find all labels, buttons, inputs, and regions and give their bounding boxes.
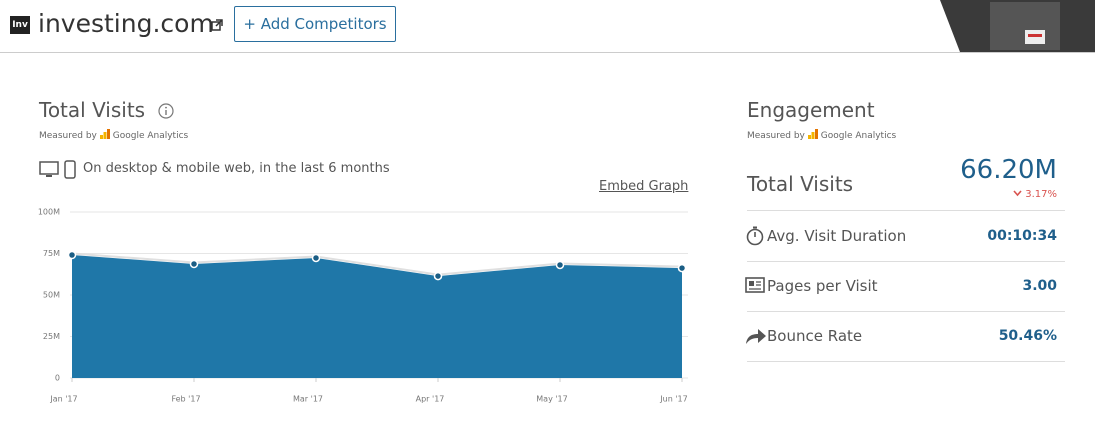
metric-label: Bounce Rate	[767, 327, 863, 345]
measured-by: Measured by Google Analytics	[747, 129, 896, 141]
metric-label: Avg. Visit Duration	[767, 227, 907, 245]
change-value: 3.17%	[1025, 189, 1057, 200]
data-point	[311, 253, 321, 263]
y-tick-label: 25M	[43, 332, 60, 341]
ga-icon	[99, 129, 110, 139]
provider: Google Analytics	[820, 131, 897, 141]
provider: Google Analytics	[112, 131, 189, 141]
data-point	[67, 250, 77, 260]
measured-by: Measured by Google Analytics	[39, 129, 188, 141]
pages-icon	[745, 277, 765, 293]
x-tick-label: Apr '17	[416, 395, 445, 404]
data-point	[677, 263, 687, 273]
down-arrow	[1013, 190, 1022, 197]
data-point	[189, 259, 199, 269]
area	[72, 254, 682, 378]
logo: Inv	[10, 16, 30, 34]
total-visits-change: 3.17%	[1013, 189, 1057, 200]
y-tick-label: 75M	[43, 249, 60, 258]
total-visits-label: Total Visits	[747, 172, 854, 196]
x-tick-label: May '17	[536, 395, 567, 404]
x-tick-label: Feb '17	[171, 395, 200, 404]
metric-label: Pages per Visit	[767, 277, 878, 295]
data-point	[433, 271, 443, 281]
y-tick-label: 0	[55, 374, 60, 383]
y-tick-label: 50M	[43, 291, 60, 300]
total-visits-row: Total Visits 66.20M 3.17%	[747, 155, 1065, 211]
stopwatch-icon	[746, 226, 764, 246]
bounce-icon	[746, 329, 766, 344]
info-icon[interactable]	[158, 103, 174, 119]
metric-row: Avg. Visit Duration 00:10:34	[746, 211, 1065, 262]
y-tick-label: 100M	[38, 208, 60, 217]
add-competitors-button[interactable]: + Add Competitors	[234, 6, 396, 42]
measured-by-label: Measured by	[747, 131, 805, 141]
measured-by-label: Measured by	[39, 131, 97, 141]
metric-value: 3.00	[1022, 278, 1057, 294]
metric-row: Bounce Rate 50.46%	[746, 311, 1065, 362]
section-title: Total Visits	[39, 98, 146, 122]
data-point	[555, 260, 565, 270]
embed-graph-link[interactable]: Embed Graph	[599, 179, 689, 194]
x-tick-label: Jan '17	[49, 395, 77, 404]
site-thumbnail	[940, 0, 1095, 52]
x-tick-label: Mar '17	[293, 395, 323, 404]
external-link-icon[interactable]	[211, 19, 223, 31]
metric-row: Pages per Visit 3.00	[745, 261, 1065, 312]
metric-value: 50.46%	[998, 328, 1057, 344]
metric-value: 00:10:34	[987, 228, 1057, 244]
ga-icon	[807, 129, 818, 139]
x-tick-label: Jun '17	[659, 395, 687, 404]
device-note: On desktop & mobile web, in the last 6 m…	[83, 161, 390, 176]
engagement-title: Engagement	[747, 98, 875, 122]
chart: 0 25M 50M 75M 100M Jan '17 Feb '17 Mar '17 Apr '…	[38, 208, 688, 404]
site-name: investing.com	[38, 9, 214, 38]
total-visits-value: 66.20M	[960, 155, 1057, 185]
device-icons	[39, 160, 76, 179]
line	[71, 252, 683, 276]
header: Inv investing.com + Add Competitors	[0, 0, 1095, 53]
